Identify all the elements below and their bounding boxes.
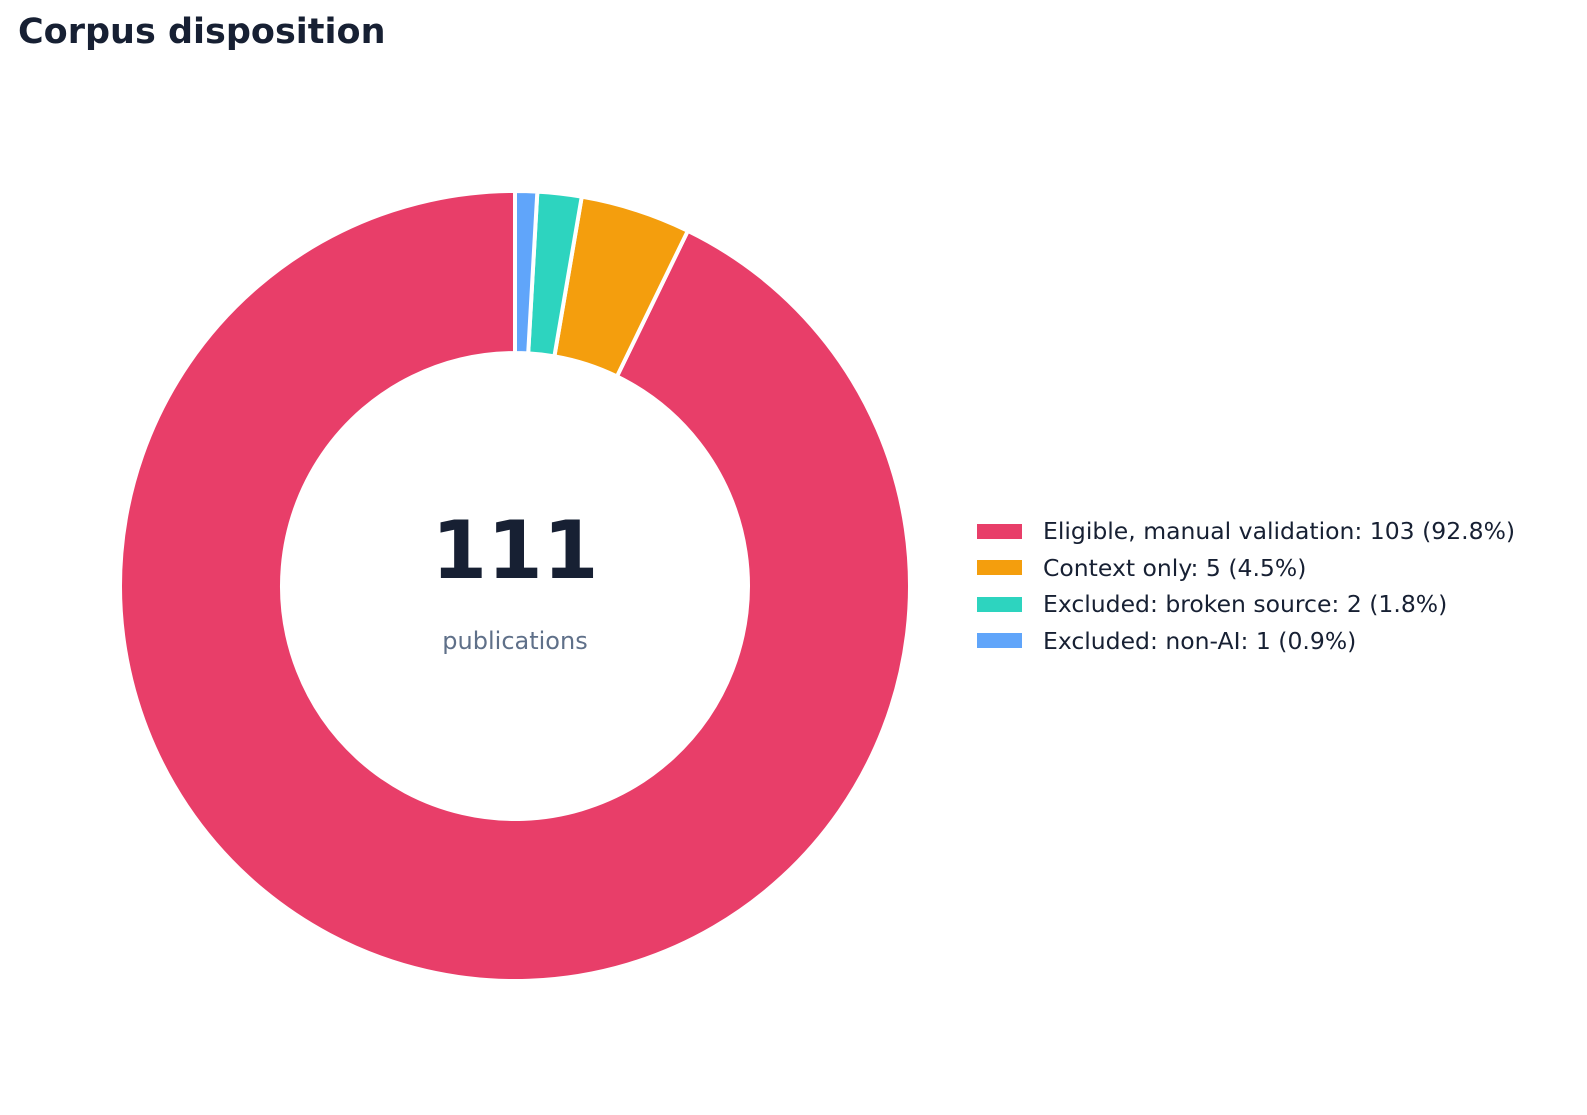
legend-swatch — [977, 523, 1022, 539]
chart-legend: Eligible, manual validation: 103 (92.8%)… — [977, 513, 1515, 659]
legend-swatch — [977, 596, 1022, 612]
center-caption: publications — [442, 627, 587, 655]
legend-swatch — [977, 633, 1022, 649]
legend-label: Excluded: broken source: 2 (1.8%) — [1043, 590, 1448, 619]
donut-slice — [118, 188, 912, 983]
legend-label: Excluded: non-AI: 1 (0.9%) — [1043, 626, 1357, 655]
center-total: 111 — [432, 504, 599, 597]
legend-item: Excluded: non-AI: 1 (0.9%) — [977, 623, 1515, 660]
legend-item: Excluded: broken source: 2 (1.8%) — [977, 586, 1515, 623]
legend-item: Eligible, manual validation: 103 (92.8%) — [977, 513, 1515, 550]
legend-label: Eligible, manual validation: 103 (92.8%) — [1043, 517, 1516, 546]
chart-title: Corpus disposition — [18, 12, 386, 52]
legend-swatch — [977, 560, 1022, 576]
donut-slice — [513, 188, 540, 356]
legend-item: Context only: 5 (4.5%) — [977, 550, 1515, 587]
donut-slices — [118, 188, 912, 983]
legend-label: Context only: 5 (4.5%) — [1043, 553, 1307, 582]
